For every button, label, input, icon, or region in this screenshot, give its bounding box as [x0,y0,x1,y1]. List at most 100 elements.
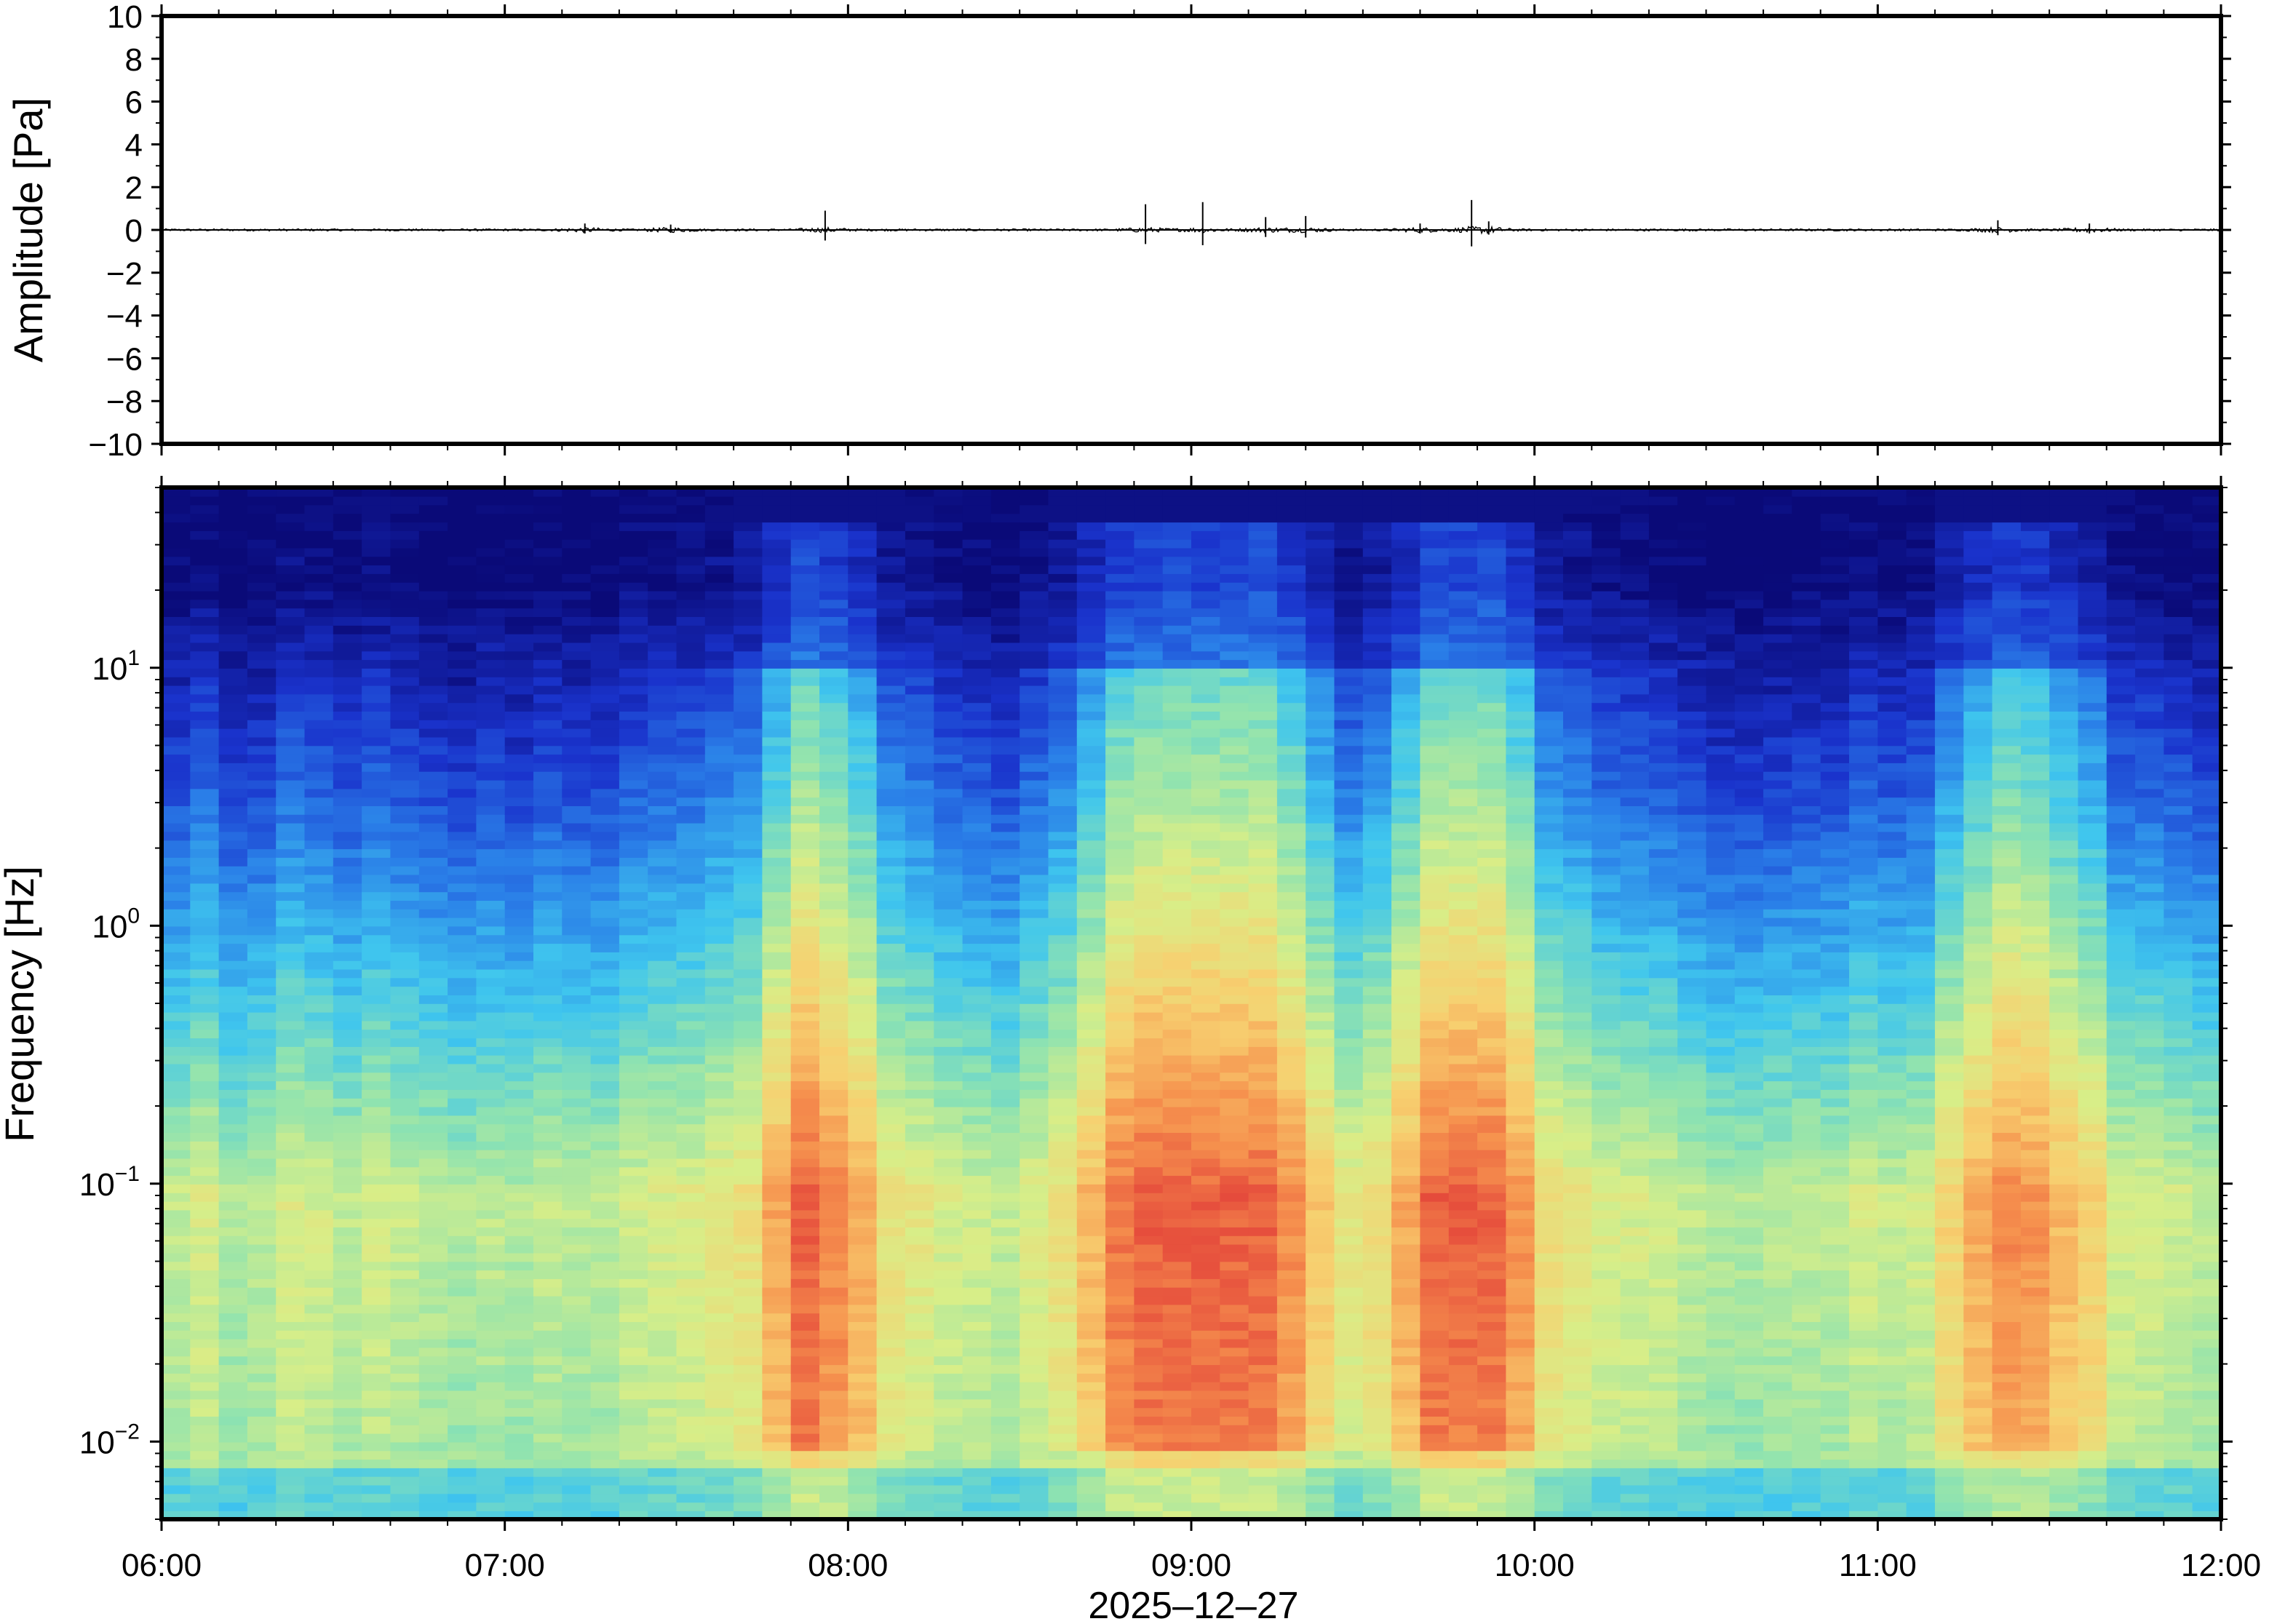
spectrogram-cell [905,538,934,549]
spectrogram-cell [218,1227,248,1236]
spectrogram-cell [790,865,820,875]
spectrogram-cell [1191,693,1221,704]
spectrogram-cell [1105,608,1135,617]
spectrogram-cell [304,1407,334,1417]
spectrogram-cell [1076,522,1106,531]
spectrogram-cell [619,1425,648,1434]
spectrogram-cell [1076,1227,1106,1236]
spectrogram-cell [1162,1089,1192,1099]
spectrogram-cell [962,763,992,772]
spectrogram-cell [1076,1149,1106,1159]
spectrogram-cell [819,495,849,506]
spectrogram-cell [1076,599,1106,609]
spectrogram-cell [1220,556,1249,566]
spectrogram-cell [819,814,849,824]
spectrogram-cell [1306,1330,1335,1340]
spectrogram-cell [648,1261,677,1271]
spectrogram-cell [276,874,306,884]
spectrogram-cell [619,685,648,695]
spectrogram-cell [704,582,734,592]
spectrogram-cell [704,1141,734,1150]
spectrogram-cell [190,1175,220,1185]
spectrogram-cell [762,1433,792,1443]
spectrogram-cell [1076,745,1106,755]
spectrogram-cell [247,788,277,798]
spectrogram-cell [218,1046,248,1056]
spectrogram-cell [390,1390,420,1400]
spectrogram-cell [1020,1398,1049,1409]
spectrogram-cell [304,565,334,574]
spectrogram-cell [533,565,563,574]
spectrogram-cell [619,556,648,566]
spectrogram-cell [676,797,706,806]
spectrogram-cell [1105,599,1135,609]
spectrogram-cell [1105,831,1135,841]
spectrogram-cell [1306,1459,1335,1468]
spectrogram-cell [905,1089,934,1099]
spectrogram-cell [704,685,734,695]
spectrogram-cell [476,1227,506,1236]
spectrogram-cell [1220,943,1249,952]
spectrogram-cell [333,771,362,781]
spectrogram-cell [1048,556,1078,566]
spectrogram-cell [1276,599,1306,609]
spectrogram-cell [790,1416,820,1425]
spectrogram-cell [333,977,362,987]
spectrogram-cell [247,1270,277,1279]
spectrogram-cell [562,504,592,514]
spectrogram-cell [905,779,934,789]
spectrogram-cell [1048,1011,1078,1022]
spectrogram-cell [1220,1416,1249,1425]
spectrogram-cell [1191,504,1221,514]
spectrogram-cell [704,1106,734,1116]
spectrogram-cell [676,874,706,884]
spectrogram-cell [562,1072,592,1082]
spectrogram-cell [619,1252,648,1262]
spectrogram-cell [990,487,1020,497]
spectrogram-cell [819,1115,849,1125]
spectrogram-cell [934,788,963,798]
spectrogram-cell [819,926,849,936]
spectrogram-cell [1248,1003,1278,1013]
spectrogram-cell [190,960,220,970]
spectrogram-cell [1076,857,1106,867]
spectrogram-cell [590,522,620,531]
spectrogram-cell [362,1373,392,1382]
spectrogram-cell [533,1416,563,1425]
spectrogram-cell [1248,1072,1278,1082]
spectrogram-cell [1248,1484,1278,1494]
spectrogram-cell [247,538,277,549]
spectrogram-cell [1162,1123,1192,1133]
spectrogram-cell [990,814,1020,824]
spectrogram-cell [362,616,392,626]
spectrogram-cell [190,1149,220,1159]
spectrogram-cell [676,685,706,695]
spectrogram-cell [276,857,306,867]
spectrogram-cell [619,1441,648,1452]
spectrogram-cell [218,582,248,592]
spectrogram-cell [1134,1441,1164,1452]
spectrogram-cell [276,1450,306,1460]
spectrogram-cell [876,960,906,970]
spectrogram-cell [962,608,992,617]
spectrogram-cell [162,702,191,712]
spectrogram-cell [533,1003,563,1013]
spectrogram-cell [934,565,963,574]
spectrogram-cell [990,1484,1020,1494]
spectrogram-cell [448,840,477,850]
spectrogram-cell [390,495,420,506]
spectrogram-cell [1276,1243,1306,1254]
spectrogram-cell [390,797,420,806]
spectrogram-cell [448,1193,477,1202]
spectrogram-cell [1076,625,1106,634]
spectrogram-cell [676,1227,706,1236]
spectrogram-cell [562,685,592,695]
spectrogram-cell [1076,693,1106,704]
spectrogram-cell [1020,952,1049,961]
spectrogram-cell [590,642,620,652]
spectrogram-cell [476,840,506,850]
spectrogram-cell [390,1141,420,1150]
spectrogram-cell [247,1252,277,1262]
spectrogram-cell [934,1184,963,1193]
spectrogram-cell [704,1407,734,1417]
